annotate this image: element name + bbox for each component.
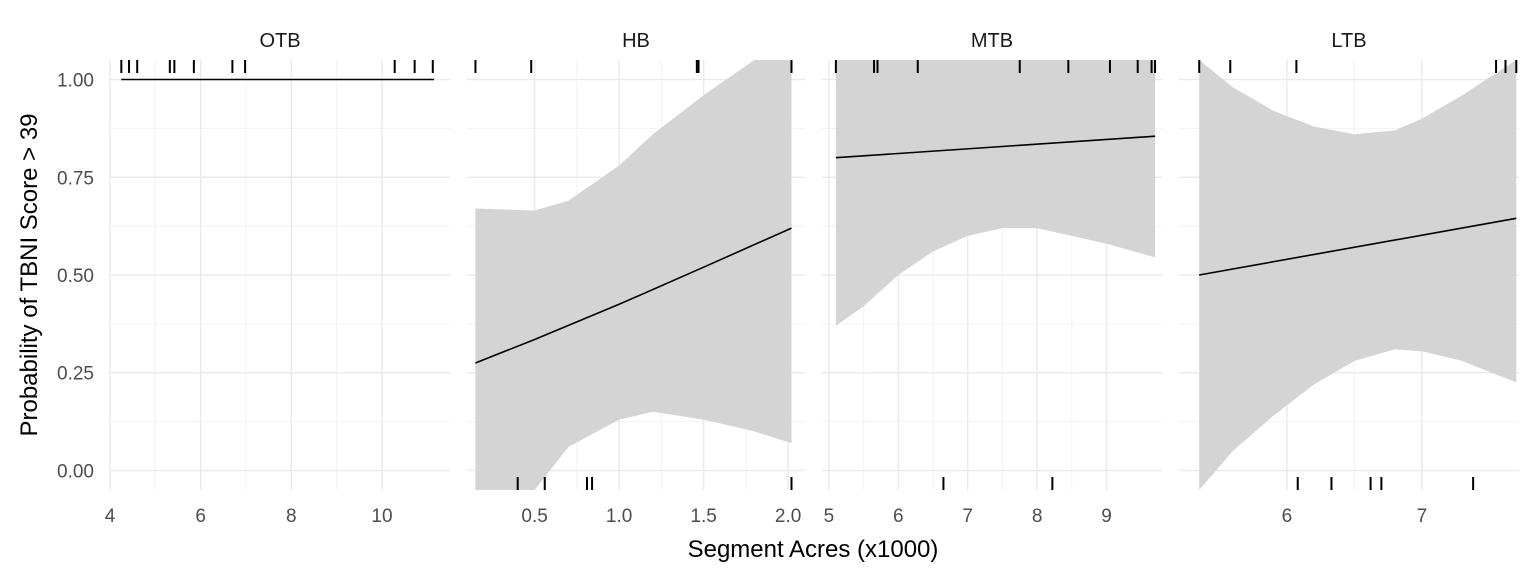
x-tick-label: 9	[1101, 506, 1112, 527]
confidence-ribbon	[475, 60, 792, 490]
x-tick-label: 1.5	[690, 506, 716, 527]
x-tick-label: 4	[105, 506, 116, 527]
x-tick-label: 10	[371, 506, 392, 527]
fit-line	[475, 227, 792, 364]
x-tick-label: 8	[1032, 506, 1043, 527]
x-tick-label: 6	[1282, 506, 1293, 527]
x-tick-label: 6	[195, 506, 206, 527]
fit-line	[835, 135, 1156, 159]
panel-ltb: LTB 6 7	[1179, 30, 1519, 527]
x-tick-label: 8	[286, 506, 297, 527]
y-tick-label: 0.00	[57, 461, 94, 482]
y-axis: 0.00 0.25 0.50 0.75 1.00	[57, 71, 94, 483]
x-tick-label: 0.5	[521, 506, 547, 527]
x-tick-label: 1.0	[606, 506, 632, 527]
panel-hb: HB 0.5 1.0 1.5 2.0	[467, 30, 805, 527]
y-tick-label: 1.00	[57, 71, 94, 92]
x-tick-label: 7	[1417, 506, 1428, 527]
x-axis-label: Segment Acres (x1000)	[688, 536, 939, 563]
panel-title: LTB	[1331, 30, 1366, 52]
confidence-ribbon	[1199, 60, 1517, 490]
panel-title: MTB	[971, 30, 1013, 52]
y-axis-label: Probability of TBNI Score > 39	[16, 113, 43, 436]
x-tick-label: 2.0	[775, 506, 801, 527]
panel-title: HB	[622, 30, 650, 52]
panel-mtb: MTB 5 6 7 8 9	[822, 30, 1162, 527]
x-tick-label: 5	[824, 506, 835, 527]
panel-otb: OTB 4 6 8 10	[105, 30, 450, 527]
y-tick-label: 0.25	[57, 364, 94, 385]
x-tick-label: 6	[893, 506, 904, 527]
y-tick-label: 0.50	[57, 266, 94, 287]
chart-panels: OTB 4 6 8 10 HB 0.5 1.0 1.5 2.0 MTB 5 6 7 8 9 LTB 6 7	[105, 30, 1519, 527]
panel-title: OTB	[259, 30, 300, 52]
x-tick-label: 7	[962, 506, 973, 527]
fit-line	[1199, 217, 1517, 276]
y-tick-label: 0.75	[57, 168, 94, 189]
confidence-ribbon	[835, 60, 1156, 326]
